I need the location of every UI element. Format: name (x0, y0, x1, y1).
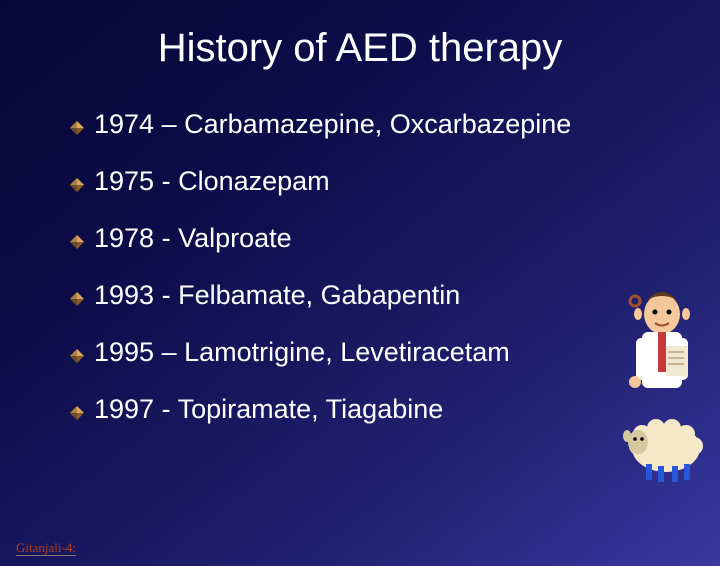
item-text: 1975 - Clonazepam (94, 166, 330, 197)
list-item: 1974 – Carbamazepine, Oxcarbazepine (70, 109, 720, 140)
diamond-bullet-icon (70, 121, 84, 135)
diamond-bullet-icon (70, 406, 84, 420)
item-text: 1993 - Felbamate, Gabapentin (94, 280, 460, 311)
doctor-clipart-icon (622, 286, 702, 401)
item-text: 1978 - Valproate (94, 223, 292, 254)
footer-text: Gitanjali-4: (16, 540, 76, 556)
diamond-bullet-icon (70, 235, 84, 249)
sheep-clipart-icon (618, 406, 708, 491)
item-text: 1997 - Topiramate, Tiagabine (94, 394, 443, 425)
item-text: 1995 – Lamotrigine, Levetiracetam (94, 337, 510, 368)
item-text: 1974 – Carbamazepine, Oxcarbazepine (94, 109, 571, 140)
diamond-bullet-icon (70, 292, 84, 306)
diamond-bullet-icon (70, 349, 84, 363)
list-item: 1978 - Valproate (70, 223, 720, 254)
list-item: 1975 - Clonazepam (70, 166, 720, 197)
diamond-bullet-icon (70, 178, 84, 192)
page-title: History of AED therapy (0, 26, 720, 71)
